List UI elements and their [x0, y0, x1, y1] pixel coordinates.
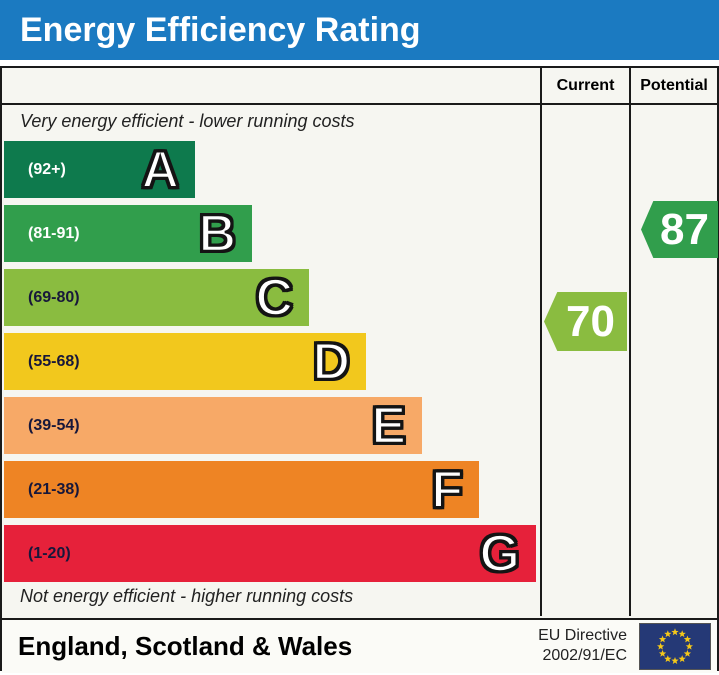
- band-range-label: (55-68): [28, 352, 80, 370]
- band-row: (39-54) E: [4, 397, 422, 454]
- region-label: England, Scotland & Wales: [18, 631, 353, 661]
- header-divider: [2, 103, 717, 105]
- column-divider-potential: [629, 68, 631, 616]
- eu-flag-icon: [639, 623, 711, 670]
- band-letter: A: [140, 140, 180, 199]
- eu-directive-line2: 2002/91/EC: [542, 647, 627, 665]
- band-range-label: (69-80): [28, 288, 80, 306]
- band-letter: C: [254, 268, 294, 327]
- band-row: (92+) A: [4, 141, 195, 198]
- potential-value: 87: [660, 204, 709, 254]
- footer-row: England, Scotland & Wales EU Directive 2…: [2, 618, 717, 673]
- band-row: (55-68) D: [4, 333, 366, 390]
- current-indicator: 70: [544, 292, 627, 351]
- bands: (92+) A (81-91) B (69-80) C (55-68) D (3…: [4, 141, 536, 589]
- band-letter: D: [311, 332, 351, 391]
- band-row: (69-80) C: [4, 269, 309, 326]
- band-range-label: (81-91): [28, 224, 80, 242]
- column-header-current: Current: [556, 77, 615, 94]
- rating-table: Current Potential Very energy efficient …: [0, 66, 719, 673]
- band-row: (21-38) F: [4, 461, 479, 518]
- band-range-label: (1-20): [28, 544, 71, 562]
- column-divider-current: [540, 68, 542, 616]
- top-note: Very energy efficient - lower running co…: [20, 111, 355, 131]
- band-letter: F: [430, 460, 464, 519]
- potential-indicator: 87: [641, 201, 718, 258]
- band-row: (81-91) B: [4, 205, 252, 262]
- eu-directive-line1: EU Directive: [538, 626, 627, 644]
- column-header-potential: Potential: [640, 77, 708, 94]
- band-letter: E: [370, 396, 407, 455]
- band-row: (1-20) G: [4, 525, 536, 582]
- bottom-note: Not energy efficient - higher running co…: [20, 586, 354, 606]
- title-bar: Energy Efficiency Rating: [0, 0, 719, 60]
- band-letter: G: [478, 524, 521, 583]
- band-range-label: (92+): [28, 160, 66, 178]
- band-range-label: (39-54): [28, 416, 80, 434]
- current-value: 70: [566, 296, 615, 346]
- page-title: Energy Efficiency Rating: [20, 10, 421, 49]
- band-letter: B: [197, 204, 237, 263]
- band-range-label: (21-38): [28, 480, 80, 498]
- eu-directive-label: EU Directive 2002/91/EC: [538, 626, 627, 668]
